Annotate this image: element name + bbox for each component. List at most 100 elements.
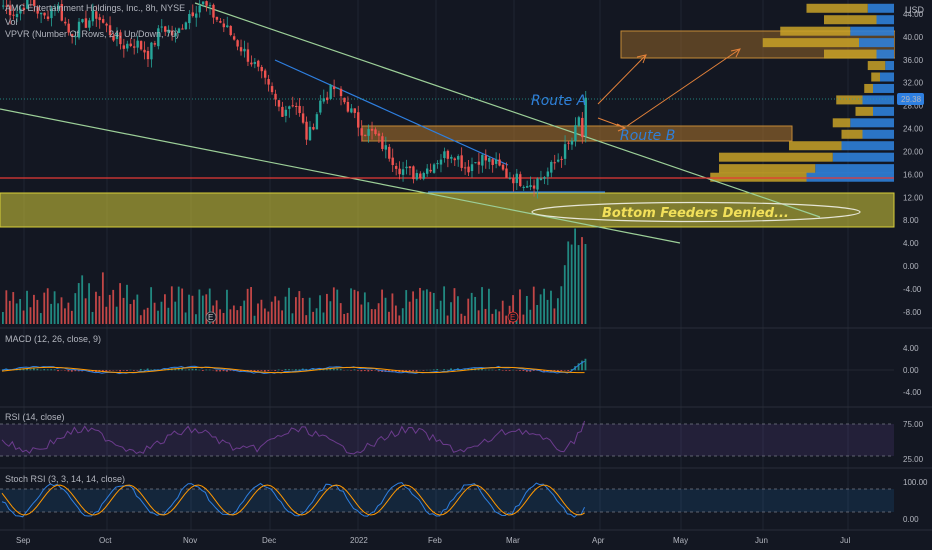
price-tick-label: 24.00 xyxy=(903,125,924,134)
macd-histogram-bar xyxy=(481,368,483,371)
candle-body xyxy=(415,173,419,180)
candle-body xyxy=(119,32,122,45)
volume-bar xyxy=(443,286,446,324)
candle-body xyxy=(170,30,174,36)
volume-bar xyxy=(236,310,239,324)
volume-bar xyxy=(50,303,53,324)
candle-body xyxy=(122,45,126,49)
candle-body xyxy=(463,167,467,169)
vpvr-up-bar xyxy=(867,3,894,13)
volume-bar xyxy=(577,245,580,324)
macd-histogram-bar xyxy=(498,368,501,371)
volume-bar xyxy=(112,289,115,324)
candle-body xyxy=(174,32,177,37)
volume-bar xyxy=(150,287,153,324)
volume-bar xyxy=(563,265,566,324)
volume-bar xyxy=(401,308,404,324)
volume-bar xyxy=(556,298,559,324)
volume-bar xyxy=(153,302,156,324)
candle-body xyxy=(346,101,350,112)
candle-body xyxy=(150,42,153,60)
macd-histogram-bar xyxy=(339,369,342,371)
candle-body xyxy=(546,171,550,177)
volume-bar xyxy=(36,299,39,324)
candle-body xyxy=(184,22,188,30)
vpvr-down-bar xyxy=(832,118,851,128)
candle-body xyxy=(5,5,8,7)
price-tick-label: -8.00 xyxy=(903,308,922,317)
volume-bar xyxy=(129,304,132,324)
candle-body xyxy=(484,155,487,161)
candle-body xyxy=(212,4,215,18)
volume-bar xyxy=(474,296,477,324)
vpvr-down-bar xyxy=(871,72,880,82)
candle-body xyxy=(26,0,29,9)
vpvr-down-bar xyxy=(824,15,877,25)
candle-body xyxy=(501,164,505,170)
time-axis[interactable]: Sep Oct Nov Dec 2022 Feb Mar Apr May Jun Jul xyxy=(16,536,850,545)
macd-histogram-bar xyxy=(177,368,180,371)
candle-body xyxy=(308,126,312,141)
candle-body xyxy=(208,5,212,7)
signal-line xyxy=(1,366,585,374)
volume-bar xyxy=(291,313,294,324)
vpvr-down-bar xyxy=(867,61,886,71)
volume-bar xyxy=(53,291,56,324)
candle-body xyxy=(84,18,88,28)
volume-bar xyxy=(346,312,349,324)
candle-body xyxy=(19,8,22,14)
macd-histogram-bar xyxy=(581,360,583,371)
candle-body xyxy=(319,100,322,113)
candle-body xyxy=(570,140,574,145)
candle-body xyxy=(243,48,246,52)
macd-histogram-bar xyxy=(450,368,452,371)
vpvr-down-bar xyxy=(824,49,877,59)
volume-bar xyxy=(77,283,80,324)
volume-bar xyxy=(381,289,383,324)
volume-bar xyxy=(498,311,501,324)
candle-body xyxy=(432,164,436,173)
volume-bar xyxy=(439,300,442,324)
volume-bar xyxy=(15,303,18,324)
macd-histogram-bar xyxy=(208,369,211,371)
candle-body xyxy=(253,62,257,64)
volume-bar xyxy=(560,286,563,324)
macd-histogram-bar xyxy=(488,369,490,371)
macd-histogram-bar xyxy=(525,370,528,372)
volume-bar xyxy=(377,303,380,324)
candle-body xyxy=(439,159,443,165)
candle-body xyxy=(453,158,456,161)
volume-bar xyxy=(105,306,108,324)
volume-bar xyxy=(46,288,49,324)
candle-body xyxy=(429,169,432,172)
candle-body xyxy=(350,108,353,113)
candle-body xyxy=(284,109,288,116)
price-tick-label: 4.00 xyxy=(903,239,919,248)
macd-histogram-bar xyxy=(360,370,363,372)
price-axis[interactable]: 44.00 40.00 36.00 32.00 28.00 24.00 20.00 16.00… xyxy=(895,0,932,330)
volume-bar xyxy=(205,294,208,324)
candle-body xyxy=(532,185,536,189)
volume-bar xyxy=(12,292,15,324)
candle-body xyxy=(457,156,460,160)
macd-histogram-bar xyxy=(332,368,335,371)
candle-body xyxy=(360,128,363,136)
volume-bar xyxy=(39,313,42,324)
volume-bar xyxy=(174,301,177,324)
macd-histogram-bar xyxy=(505,370,508,371)
price-tick-label: 16.00 xyxy=(903,170,924,179)
candle-body xyxy=(236,40,239,47)
volume-bar xyxy=(157,310,159,324)
earnings-markers: E E xyxy=(205,311,519,323)
macd-histogram-bar xyxy=(567,370,570,372)
candle-body xyxy=(201,1,205,5)
volume-bar xyxy=(363,292,366,324)
volume-bar xyxy=(270,301,273,324)
time-tick-label: Apr xyxy=(592,536,605,545)
candle-body xyxy=(301,113,305,123)
macd-histogram-bar xyxy=(119,370,121,372)
candle-body xyxy=(384,145,388,150)
candle-body xyxy=(584,97,587,137)
time-tick-label: Sep xyxy=(16,536,31,545)
